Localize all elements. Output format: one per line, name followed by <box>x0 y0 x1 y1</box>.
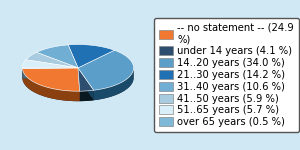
Polygon shape <box>78 68 94 100</box>
Polygon shape <box>22 68 78 78</box>
Polygon shape <box>22 68 134 101</box>
Polygon shape <box>22 68 78 79</box>
Polygon shape <box>22 68 78 79</box>
Polygon shape <box>78 68 94 100</box>
Legend: -- no statement -- (24.9
%), under 14 years (4.1 %), 14..20 years (34.0 %), 21..: -- no statement -- (24.9 %), under 14 ye… <box>154 18 299 132</box>
Polygon shape <box>78 68 80 101</box>
Polygon shape <box>22 68 78 69</box>
Polygon shape <box>22 68 78 78</box>
Polygon shape <box>78 68 80 101</box>
Polygon shape <box>22 60 78 68</box>
Polygon shape <box>80 90 94 101</box>
Polygon shape <box>68 45 114 68</box>
Polygon shape <box>26 52 78 68</box>
Polygon shape <box>94 68 134 100</box>
Polygon shape <box>37 45 78 68</box>
Polygon shape <box>78 68 94 91</box>
Polygon shape <box>22 68 80 91</box>
Polygon shape <box>78 50 134 90</box>
Polygon shape <box>22 69 80 101</box>
